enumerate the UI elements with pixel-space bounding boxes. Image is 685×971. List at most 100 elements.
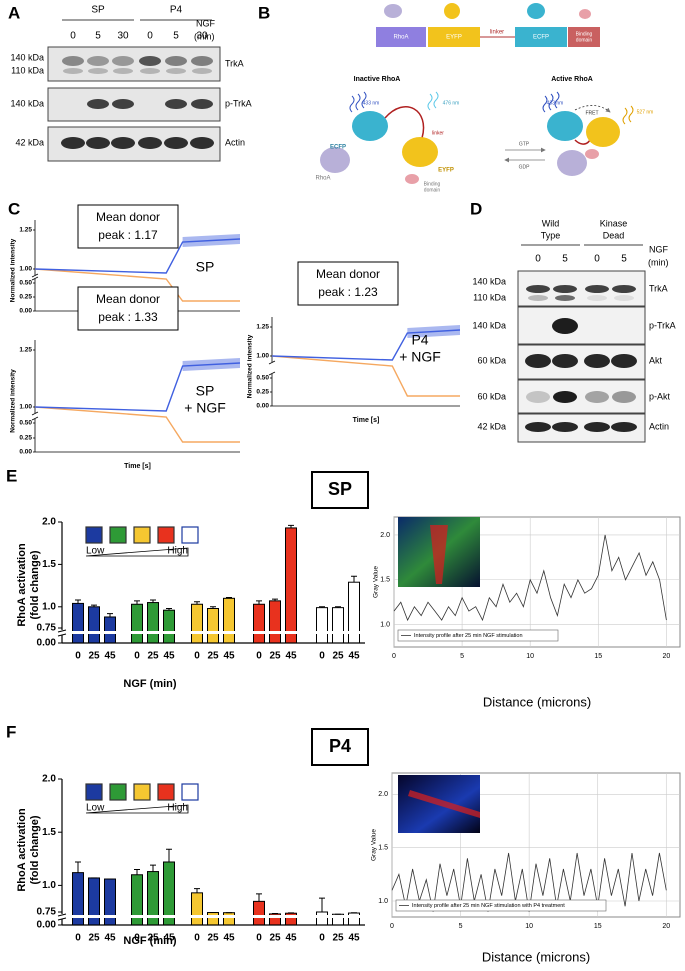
y-axis-label: Normalized intensity: [247, 334, 254, 398]
x-tick-label: 20: [662, 923, 670, 930]
x-tick-label: 10: [526, 653, 534, 660]
treatment-label: NGF: [196, 18, 216, 28]
axis-break: [63, 631, 366, 634]
y-tick-label: 0.00: [19, 449, 32, 456]
x-tick-label: 0: [256, 651, 262, 662]
x-tick-label: 45: [223, 651, 235, 662]
legend-label: High: [167, 546, 188, 557]
wavelength: 433 nm: [363, 100, 380, 106]
x-tick-label: 0: [319, 651, 325, 662]
bar: [223, 597, 235, 644]
wavelength: 527 nm: [637, 109, 654, 115]
band: [61, 137, 85, 149]
construct-label: domain: [576, 37, 593, 43]
bar: [191, 603, 203, 644]
x-tick-label: 5: [460, 653, 464, 660]
band: [87, 99, 109, 109]
y-tick-label: 0.25: [19, 294, 32, 301]
marker-label: 110 kDa: [473, 292, 506, 302]
panel-letter: C: [8, 199, 20, 218]
lane-label: 0: [147, 31, 153, 42]
condition-label: + NGF: [399, 349, 441, 365]
band: [111, 137, 135, 149]
panel-letter: F: [6, 722, 16, 741]
x-axis-label: NGF (min): [123, 678, 176, 690]
axis-break: [57, 629, 67, 637]
error-bar: [351, 575, 357, 583]
band: [585, 391, 609, 403]
marker-label: 42 kDa: [477, 421, 506, 431]
gradient-wedge: [85, 547, 189, 557]
x-tick-label: 10: [525, 923, 533, 930]
band: [191, 56, 213, 66]
band: [166, 68, 186, 74]
error-bar: [75, 599, 81, 604]
bar: [285, 912, 297, 926]
icon: [444, 3, 460, 19]
error-bar: [91, 604, 97, 607]
x-tick-label: 25: [269, 933, 281, 944]
inset-signal: [430, 525, 448, 584]
lane-label: 0: [70, 31, 76, 42]
band: [528, 295, 548, 301]
blot: [517, 306, 646, 345]
acceptor-curve: [34, 406, 240, 443]
band: [552, 318, 578, 334]
error-bar: [256, 893, 262, 902]
protein: [557, 150, 587, 176]
title-box: [311, 728, 369, 766]
x-tick-label: 45: [163, 933, 175, 944]
y-tick-label: 1.0: [378, 898, 388, 905]
bar: [253, 900, 265, 926]
marker-label: 60 kDa: [477, 355, 506, 365]
band: [525, 354, 551, 368]
band: [614, 295, 634, 301]
exchange-label: GDP: [519, 164, 531, 170]
x-tick-label: 25: [207, 933, 219, 944]
x-tick-label: 25: [332, 651, 344, 662]
y-axis-label: Gray Value: [371, 829, 378, 861]
state-title: Inactive RhoA: [354, 76, 401, 83]
y-tick-label: 1.25: [19, 227, 32, 234]
legend-swatch: [157, 783, 175, 801]
band: [112, 56, 134, 66]
profile-line: [391, 852, 667, 912]
legend-swatch: [133, 783, 151, 801]
error-bar: [335, 606, 341, 608]
band: [191, 99, 213, 109]
blot-label: p-TrkA: [225, 98, 252, 108]
y-tick-label: 1.00: [19, 404, 32, 411]
legend-swatch: [181, 783, 199, 801]
band: [139, 56, 161, 66]
bar: [316, 607, 328, 644]
error-bar: [150, 599, 156, 603]
x-axis-label: Time [s]: [124, 463, 151, 470]
y-axis-label: (fold change): [29, 550, 41, 619]
error-bar: [194, 601, 200, 605]
y-tick-label: 2.0: [42, 774, 56, 785]
inset-signal: [408, 790, 480, 818]
legend-swatch: [181, 526, 199, 544]
error-bar: [134, 600, 140, 605]
error-bar: [319, 606, 325, 608]
protein: [547, 111, 583, 141]
bar: [147, 602, 159, 644]
x-tick-label: 0: [390, 923, 394, 930]
peak-text: Mean donor: [316, 267, 380, 281]
legend-swatch: [109, 526, 127, 544]
x-tick-label: 25: [332, 933, 344, 944]
x-tick-label: 0: [256, 933, 262, 944]
y-axis-label: Normalized intensity: [10, 369, 17, 433]
marker-label: 140 kDa: [472, 320, 506, 330]
y-tick-label: 1.25: [256, 324, 269, 331]
peak-text: peak : 1.17: [98, 228, 158, 242]
x-tick-label: 0: [194, 933, 200, 944]
x-tick-label: 25: [147, 933, 159, 944]
x-axis-label: Distance (microns): [483, 694, 591, 709]
error-bar: [272, 598, 278, 601]
construct-box: [428, 27, 480, 47]
construct-label: RhoA: [393, 35, 408, 41]
legend-swatch: [133, 526, 151, 544]
blot-label: TrkA: [225, 58, 244, 68]
